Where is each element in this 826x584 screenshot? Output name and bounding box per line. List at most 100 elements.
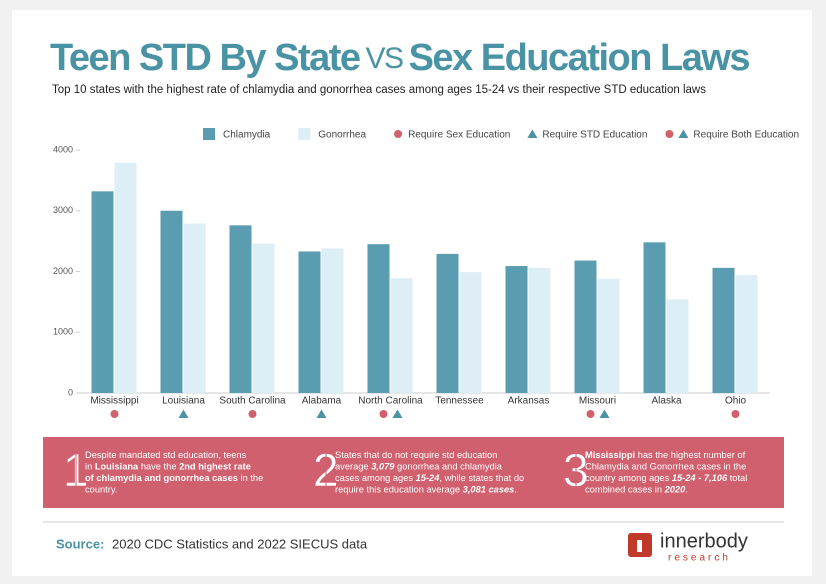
y-tick-label: 2000 xyxy=(53,266,73,276)
logo-sub: research xyxy=(668,553,731,564)
legend-marker xyxy=(394,130,403,138)
bar xyxy=(597,278,620,393)
note-line: country. xyxy=(85,485,117,495)
x-tick-label: Alaska xyxy=(651,396,681,407)
note-text: have the xyxy=(138,462,179,472)
y-tick-label: 3000 xyxy=(53,205,73,215)
legend-label: Require STD Education xyxy=(542,130,647,141)
note-text: Mississippi xyxy=(585,450,635,460)
note-line: require this education average 3,081 cas… xyxy=(335,485,517,495)
note-text: Despite mandated std education, teens xyxy=(85,450,247,460)
legend-swatch xyxy=(203,128,215,140)
source-label: Source: xyxy=(56,536,104,551)
note-text: . xyxy=(685,485,688,495)
bar xyxy=(666,299,689,393)
bar xyxy=(114,162,137,393)
legend-label: Require Sex Education xyxy=(408,130,510,141)
bar xyxy=(712,267,735,393)
note-text: of chlamydia and gonorrhea cases xyxy=(85,473,238,483)
note-text: 15-24 xyxy=(416,473,441,483)
logo-name: innerbody xyxy=(660,530,748,552)
note-line: Chlamydia and Gonorrhea cases in the xyxy=(585,462,746,472)
note-line: States that do not require std education xyxy=(335,450,497,460)
bar xyxy=(298,251,321,393)
note-line: cases among ages 15-24, while states tha… xyxy=(335,473,524,483)
note-text: 15-24 - 7,106 xyxy=(672,473,728,483)
legend-label: Chlamydia xyxy=(223,130,271,141)
note-text: , while states that do xyxy=(439,473,524,483)
note-text: Chlamydia and Gonorrhea cases in the xyxy=(585,462,746,472)
note-line: Despite mandated std education, teens xyxy=(85,450,247,460)
legend-label: Require Both Education xyxy=(693,130,799,141)
law-marker xyxy=(392,409,403,418)
law-marker xyxy=(178,409,189,418)
x-tick-label: South Carolina xyxy=(219,396,286,407)
bar xyxy=(183,223,206,393)
bar xyxy=(735,275,758,393)
note-text: gonorrhea and chlamydia xyxy=(394,462,502,472)
x-tick-label: Mississippi xyxy=(90,396,138,407)
x-tick-label: Arkansas xyxy=(508,396,550,407)
bar xyxy=(91,191,114,393)
x-tick-label: Missouri xyxy=(579,396,616,407)
note-text: . xyxy=(514,485,517,495)
note-text: 3,079 xyxy=(371,462,395,472)
legend-marker xyxy=(527,129,538,138)
title-vs: VS xyxy=(366,42,404,75)
note-text: total xyxy=(727,473,747,483)
source: 2020 CDC Statistics and 2022 SIECUS data xyxy=(112,536,368,551)
legend-marker xyxy=(665,130,674,138)
note-text: in the xyxy=(238,473,263,483)
law-marker xyxy=(586,410,595,418)
y-tick-label: 4000 xyxy=(53,144,73,154)
bar xyxy=(367,244,390,393)
bar xyxy=(528,267,551,393)
y-tick-label: 0 xyxy=(68,387,73,397)
bar xyxy=(459,272,482,393)
note-text: in xyxy=(85,462,95,472)
note-text: cases among ages xyxy=(335,473,416,483)
note-text: average xyxy=(335,462,371,472)
notes-panel xyxy=(43,437,784,508)
bar xyxy=(390,278,413,393)
bar xyxy=(574,260,597,393)
chart-title: Teen STD By State VS Sex Education Laws xyxy=(50,37,749,79)
title-part: Teen STD By State xyxy=(50,37,360,79)
subtitle: Top 10 states with the highest rate of c… xyxy=(52,84,706,96)
x-tick-label: Ohio xyxy=(725,396,747,407)
legend-swatch xyxy=(298,128,311,140)
x-tick-label: Alabama xyxy=(302,396,342,407)
note-line: combined cases in 2020. xyxy=(585,485,688,495)
title-part: Sex Education Laws xyxy=(409,37,750,79)
note-text: Louisiana xyxy=(95,462,139,472)
note-text: 2nd highest rate xyxy=(179,462,251,472)
bar xyxy=(505,266,528,393)
note-text: country. xyxy=(85,485,117,495)
x-tick-label: Louisiana xyxy=(162,396,205,407)
note-line: of chlamydia and gonorrhea cases in the xyxy=(85,473,263,483)
note-text: 3,081 cases xyxy=(463,485,515,495)
note-text: require this education average xyxy=(335,485,463,495)
logo-icon-mark xyxy=(637,540,642,552)
note-text: States that do not require std education xyxy=(335,450,497,460)
bar xyxy=(436,253,459,393)
bar xyxy=(643,242,666,393)
note-line: Mississippi has the highest number of xyxy=(585,450,746,460)
note-line: country among ages 15-24 - 7,106 total xyxy=(585,473,747,483)
x-tick-label: Tennessee xyxy=(435,396,484,407)
y-tick-label: 1000 xyxy=(53,327,73,337)
law-marker xyxy=(599,409,610,418)
legend-marker xyxy=(678,129,689,138)
law-marker xyxy=(110,410,119,418)
note-text: combined cases in xyxy=(585,485,665,495)
note-text: country among ages xyxy=(585,473,672,483)
note-line: average 3,079 gonorrhea and chlamydia xyxy=(335,462,503,472)
legend-label: Gonorrhea xyxy=(318,130,366,141)
bar xyxy=(229,225,252,393)
x-tick-label: North Carolina xyxy=(358,396,423,407)
note-text: 2020 xyxy=(664,485,687,495)
bar xyxy=(321,248,344,393)
bar xyxy=(252,243,275,393)
